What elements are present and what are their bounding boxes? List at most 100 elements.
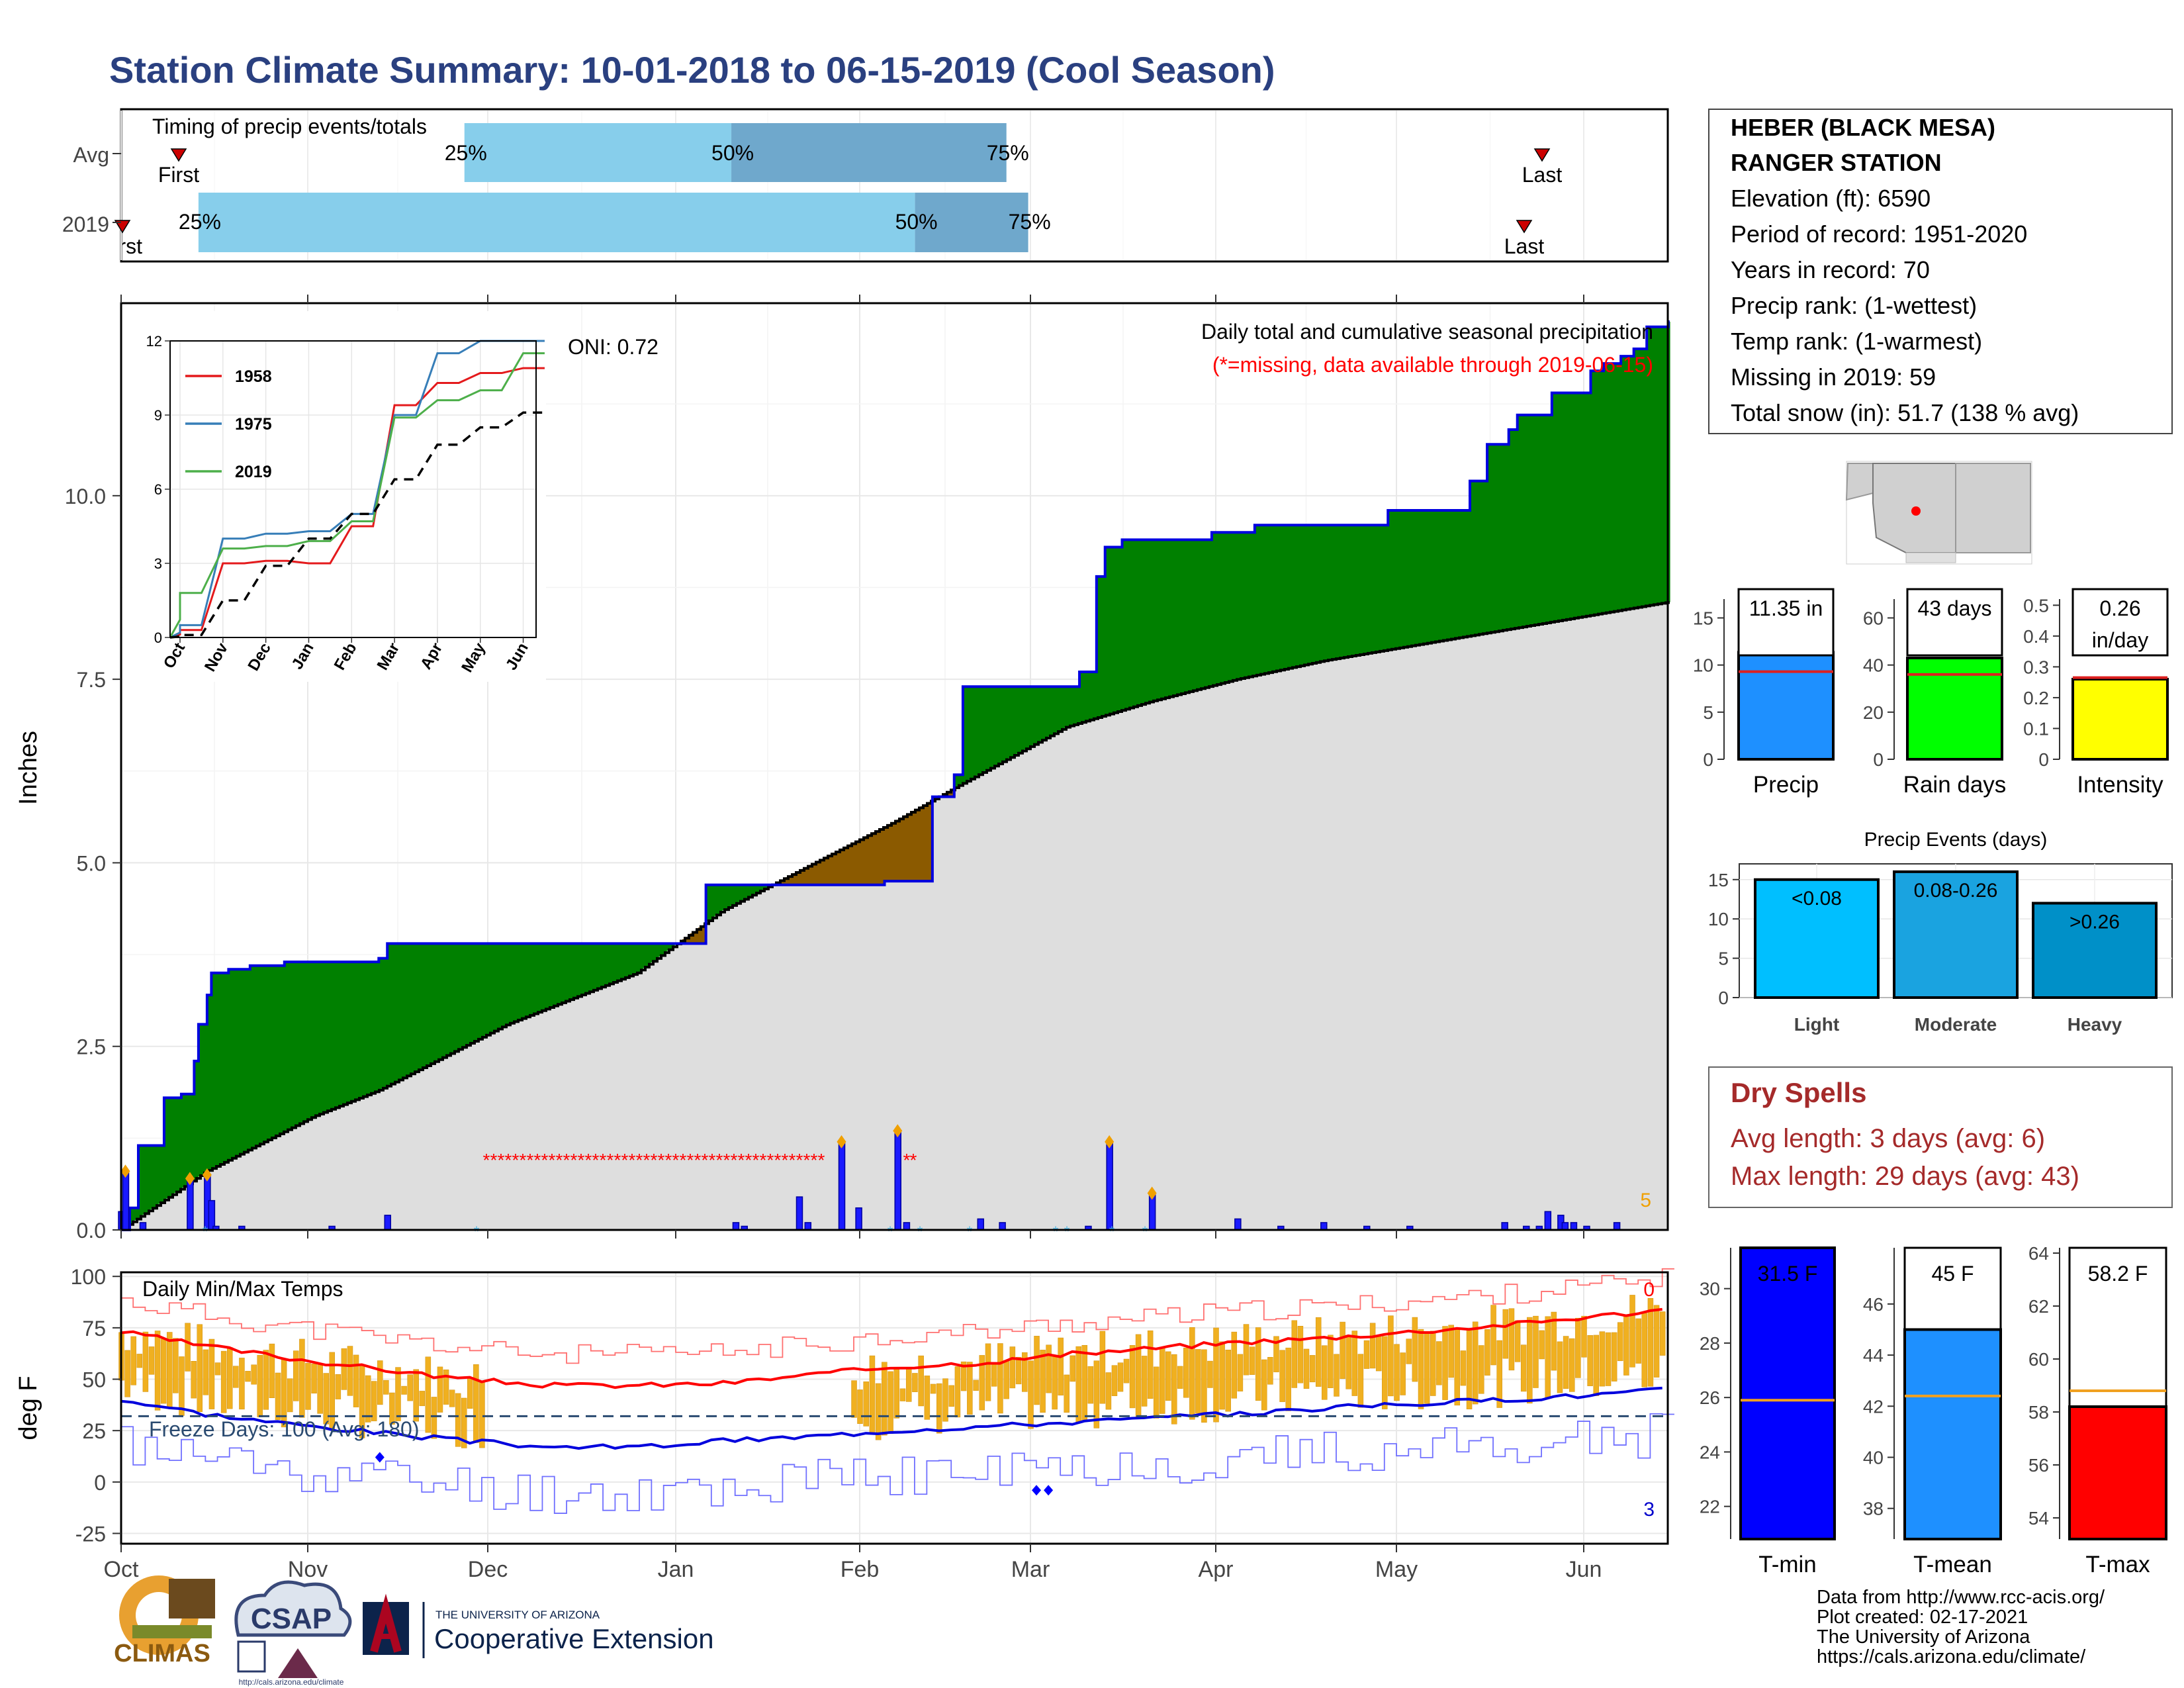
surplus-area bbox=[240, 969, 244, 1154]
daily-temp-range-bar bbox=[341, 1348, 347, 1390]
daily-temp-range-bar bbox=[239, 1358, 245, 1410]
daily-temp-range-bar bbox=[1273, 1336, 1279, 1372]
daily-temp-range-bar bbox=[1581, 1315, 1587, 1358]
surplus-area bbox=[1270, 525, 1273, 673]
surplus-area bbox=[230, 969, 233, 1159]
surplus-area bbox=[1225, 532, 1228, 682]
surplus-area bbox=[261, 965, 265, 1143]
daily-temp-range-bar bbox=[1171, 1354, 1177, 1425]
daily-temp-range-bar bbox=[467, 1378, 473, 1409]
surplus-area bbox=[1323, 525, 1326, 661]
surplus-area bbox=[291, 962, 294, 1128]
surplus-area bbox=[1230, 532, 1234, 681]
surplus-area bbox=[246, 969, 249, 1151]
surplus-area bbox=[1281, 525, 1284, 670]
surplus-area bbox=[1514, 430, 1517, 629]
daily-temp-range-bar bbox=[1382, 1336, 1388, 1409]
surplus-area bbox=[171, 1098, 175, 1195]
missing-data-marker: * bbox=[782, 1150, 789, 1170]
surplus-area bbox=[1222, 532, 1226, 683]
daily-temp-range-bar bbox=[1545, 1316, 1551, 1399]
surplus-area bbox=[1304, 525, 1308, 665]
daily-temp-range-bar bbox=[967, 1362, 973, 1415]
missing-data-marker: * bbox=[818, 1150, 825, 1170]
surplus-area bbox=[349, 962, 352, 1102]
daily-temp-range-bar bbox=[912, 1373, 918, 1392]
summary-category-label: Intensity bbox=[2077, 772, 2163, 798]
surplus-area bbox=[222, 972, 225, 1163]
deficit-area bbox=[693, 931, 696, 944]
surplus-area bbox=[1339, 525, 1342, 659]
daily-temp-range-bar bbox=[1297, 1326, 1304, 1383]
surplus-area bbox=[1265, 525, 1268, 673]
surplus-area bbox=[976, 686, 979, 776]
surplus-area bbox=[1371, 525, 1374, 653]
surplus-area bbox=[1556, 393, 1559, 622]
surplus-area bbox=[1090, 672, 1093, 720]
temp-summary-bar bbox=[1903, 1328, 2002, 1541]
timing-last-marker bbox=[1533, 148, 1551, 162]
daily-temp-range-bar bbox=[979, 1355, 985, 1411]
surplus-area bbox=[510, 943, 514, 1023]
temp-ytick-label: 75 bbox=[82, 1317, 106, 1340]
daily-temp-range-bar bbox=[1328, 1335, 1334, 1388]
surplus-area bbox=[1032, 686, 1035, 745]
daily-temp-range-bar bbox=[875, 1383, 882, 1440]
surplus-area bbox=[161, 1145, 164, 1202]
surplus-area bbox=[1424, 510, 1427, 644]
month-label: Oct bbox=[104, 1557, 139, 1582]
daily-temp-range-bar bbox=[1623, 1315, 1629, 1376]
surplus-area bbox=[529, 943, 532, 1015]
daily-temp-range-bar bbox=[1593, 1335, 1600, 1396]
daily-precip-bar bbox=[855, 1207, 862, 1231]
surplus-area bbox=[134, 1207, 138, 1220]
surplus-area bbox=[306, 962, 310, 1120]
surplus-area bbox=[1469, 510, 1472, 636]
surplus-area bbox=[743, 884, 747, 900]
surplus-area bbox=[248, 969, 251, 1150]
surplus-area bbox=[214, 972, 217, 1168]
daily-temp-range-bar bbox=[389, 1392, 395, 1425]
surplus-area bbox=[1349, 525, 1353, 657]
daily-temp-range-bar bbox=[1394, 1344, 1400, 1401]
daily-temp-range-bar bbox=[347, 1346, 353, 1396]
surplus-area bbox=[989, 686, 993, 769]
surplus-area bbox=[960, 774, 964, 784]
surplus-area bbox=[1474, 481, 1477, 635]
surplus-area bbox=[1466, 510, 1469, 637]
surplus-area bbox=[1522, 414, 1525, 628]
surplus-area bbox=[1609, 363, 1612, 612]
daily-temp-range-bar bbox=[1177, 1366, 1183, 1389]
daily-temp-range-bar bbox=[395, 1367, 401, 1421]
deficit-area bbox=[889, 823, 892, 882]
surplus-area bbox=[1458, 510, 1461, 638]
daily-temp-range-bar bbox=[1291, 1320, 1298, 1388]
deficit-area bbox=[876, 831, 879, 885]
daily-precip-bar bbox=[838, 1141, 846, 1231]
surplus-area bbox=[574, 943, 577, 998]
surplus-area bbox=[153, 1145, 156, 1207]
surplus-area bbox=[185, 1094, 188, 1186]
surplus-area bbox=[1151, 539, 1154, 702]
daily-temp-range-bar bbox=[1279, 1350, 1285, 1402]
surplus-area bbox=[177, 1098, 180, 1192]
surplus-area bbox=[672, 943, 675, 947]
surplus-area bbox=[1169, 539, 1173, 697]
surplus-area bbox=[1161, 539, 1165, 699]
daily-temp-range-bar bbox=[1003, 1360, 1009, 1399]
surplus-area bbox=[1511, 430, 1514, 629]
surplus-area bbox=[1657, 326, 1660, 604]
surplus-area bbox=[1548, 414, 1551, 623]
missing-data-marker: * bbox=[607, 1150, 614, 1170]
daily-temp-range-bar bbox=[263, 1350, 269, 1410]
surplus-area bbox=[1209, 539, 1212, 686]
station-line: Period of record: 1951-2020 bbox=[1731, 220, 2027, 248]
surplus-area bbox=[966, 686, 969, 782]
events-category-label: Moderate bbox=[1915, 1014, 1997, 1035]
daily-temp-range-bar bbox=[377, 1360, 383, 1405]
deficit-area bbox=[878, 829, 882, 885]
surplus-area bbox=[1619, 363, 1623, 610]
missing-data-marker: * bbox=[796, 1150, 803, 1170]
surplus-area bbox=[764, 884, 768, 888]
surplus-area bbox=[1574, 393, 1578, 618]
